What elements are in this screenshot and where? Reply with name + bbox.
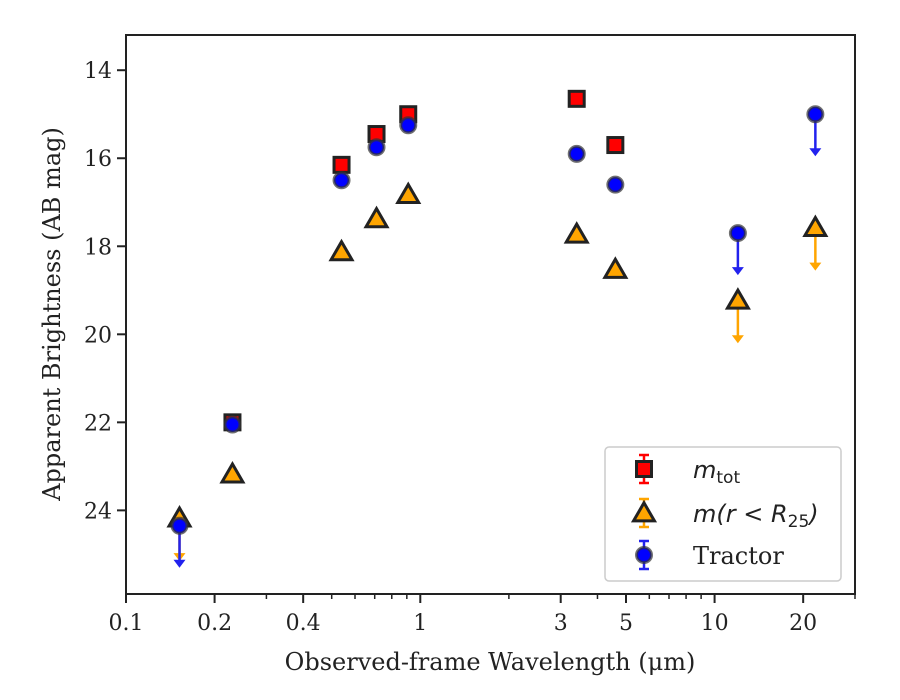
circle-data-point — [332, 171, 351, 190]
upper-limit-head — [731, 267, 744, 276]
upper-limit-head — [809, 148, 822, 157]
circle-data-point — [223, 415, 242, 434]
triangle-data-point — [219, 460, 246, 484]
upper-limit-head — [731, 335, 744, 344]
y-tick-label: 22 — [84, 411, 112, 436]
triangle-data-point — [563, 221, 590, 244]
circle-data-point — [399, 116, 418, 135]
square-data-point — [332, 155, 351, 174]
legend-entry: m(r < R25) — [630, 497, 819, 532]
circle-data-point — [806, 105, 825, 124]
triangle-data-point — [395, 181, 422, 205]
circle-data-point — [367, 138, 386, 157]
circle-data-point — [606, 175, 625, 194]
y-tick-label: 16 — [84, 147, 112, 172]
upper-limit-head — [809, 262, 822, 271]
legend-box — [604, 446, 842, 582]
legend-marker — [635, 460, 653, 478]
circle-data-point — [728, 224, 747, 243]
y-axis-ticks: 14 16 18 20 22 24 — [84, 59, 126, 524]
x-tick-label: 1 — [413, 611, 427, 636]
legend-entry: Tractor — [635, 539, 784, 571]
y-tick-label: 18 — [84, 235, 112, 260]
circle-data-point — [567, 144, 586, 163]
x-tick-label: 0.4 — [286, 611, 321, 636]
x-tick-label: 0.1 — [109, 611, 144, 636]
square-data-point — [606, 136, 625, 155]
x-tick-label: 3 — [554, 611, 568, 636]
x-tick-label: 10 — [701, 611, 729, 636]
circle-data-point — [170, 516, 189, 535]
plot-marks — [166, 89, 829, 568]
plot-frame — [125, 34, 856, 595]
legend-label: mtot — [693, 456, 740, 488]
y-tick-label: 14 — [84, 59, 112, 84]
triangle-data-point — [602, 256, 629, 279]
x-tick-label: 20 — [789, 611, 817, 636]
legend-marker — [630, 499, 658, 523]
legend: mtot m(r < R25) Tractor — [604, 446, 842, 582]
y-tick-label: 20 — [84, 323, 112, 348]
x-axis-ticks: 0.1 0.2 0.4 1 3 5 10 20 — [109, 594, 856, 636]
y-tick-label: 24 — [84, 499, 112, 524]
triangle-data-point — [724, 287, 751, 310]
x-tick-label: 5 — [619, 611, 633, 636]
triangle-data-point — [328, 238, 355, 262]
upper-limit-head — [173, 559, 186, 568]
triangle-data-point — [363, 205, 390, 229]
x-axis-label: Observed-frame Wavelength (μm) — [285, 648, 696, 676]
legend-label: m(r < R25) — [693, 500, 819, 532]
square-data-point — [567, 89, 586, 108]
legend-entry: mtot — [635, 453, 740, 488]
triangle-data-point — [802, 214, 829, 238]
y-axis-label: Apparent Brightness (AB mag) — [38, 127, 66, 502]
legend-label: Tractor — [693, 542, 784, 570]
x-tick-label: 0.2 — [197, 611, 232, 636]
legend-marker — [635, 546, 653, 564]
